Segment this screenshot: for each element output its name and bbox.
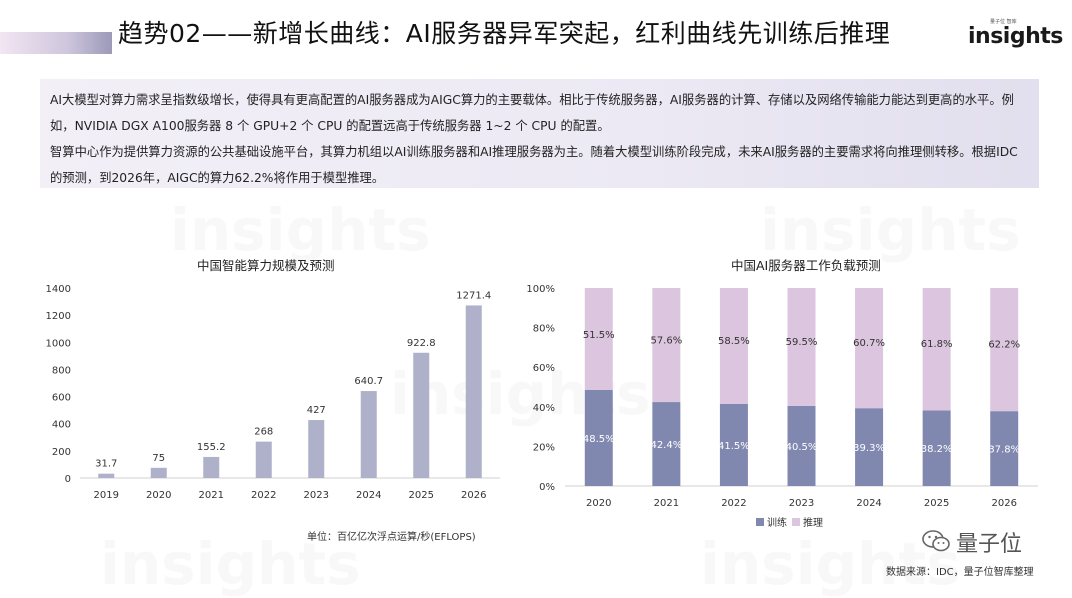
y-tick-label: 800 bbox=[52, 365, 71, 376]
y-tick-label: 200 bbox=[52, 447, 71, 458]
x-tick-label: 2020 bbox=[146, 490, 171, 501]
bar-training-2020 bbox=[584, 389, 613, 486]
bar-inference-2025 bbox=[922, 288, 951, 411]
legend-swatch-inference bbox=[792, 518, 800, 526]
bar-training-2022 bbox=[719, 403, 748, 486]
bar-training-2024 bbox=[855, 408, 884, 486]
legend-swatch-training bbox=[756, 518, 764, 526]
data-label: 75 bbox=[152, 453, 165, 464]
watermark-2: insights bbox=[760, 196, 1021, 264]
page-title: 趋势02——新增长曲线：AI服务器异军突起，红利曲线先训练后推理 bbox=[118, 19, 891, 48]
data-label: 268 bbox=[254, 427, 273, 438]
title-decoration-bar bbox=[0, 32, 112, 54]
inference-label: 59.5% bbox=[786, 337, 818, 348]
workload-stacked-bar-chart: 0% 20% 40% 60% 80% 100% 48.5% 51.5% 2020 42.4% 57.… bbox=[526, 284, 1038, 529]
data-label: 31.7 bbox=[95, 459, 117, 470]
y-tick-label: 60% bbox=[533, 363, 555, 374]
training-label: 38.2% bbox=[921, 444, 953, 455]
y-tick-label: 80% bbox=[533, 324, 555, 335]
x-tick-label: 2025 bbox=[409, 490, 434, 501]
x-tick-label: 2024 bbox=[856, 498, 881, 509]
x-tick-label: 2024 bbox=[356, 490, 381, 501]
compute-scale-bar-chart: 0 200 400 600 800 1000 1200 1400 31.7 2019 75 2020 1… bbox=[46, 284, 500, 501]
y-tick-label: 0% bbox=[539, 482, 555, 493]
y-tick-label: 400 bbox=[52, 420, 71, 431]
x-tick-label: 2021 bbox=[654, 498, 679, 509]
bar-inference-2022 bbox=[719, 288, 748, 404]
x-tick-label: 2026 bbox=[461, 490, 486, 501]
training-label: 37.8% bbox=[988, 445, 1020, 456]
data-label: 155.2 bbox=[197, 442, 226, 453]
bar-training-2026 bbox=[990, 411, 1019, 486]
y-tick-label: 0 bbox=[65, 474, 71, 485]
summary-paragraph-1: AI大模型对算力需求呈指数级增长，使得具有更高配置的AI服务器成为AIGC算力的… bbox=[50, 93, 1014, 133]
watermark-1: insights bbox=[170, 196, 431, 264]
bar-2026 bbox=[465, 305, 482, 478]
data-label: 427 bbox=[307, 405, 326, 416]
wechat-badge: 量子位 bbox=[922, 526, 1042, 557]
inference-label: 61.8% bbox=[921, 339, 953, 350]
legend-label-training: 训练 bbox=[767, 516, 787, 529]
data-label: 1271.4 bbox=[456, 290, 491, 301]
x-tick-label: 2022 bbox=[721, 498, 746, 509]
x-tick-label: 2021 bbox=[199, 490, 224, 501]
source-note: 数据来源：IDC，量子位智库整理 bbox=[886, 567, 1034, 578]
bar-2025 bbox=[413, 352, 430, 478]
wechat-account-name: 量子位 bbox=[956, 532, 1023, 557]
x-tick-label: 2026 bbox=[991, 498, 1016, 509]
bar-2023 bbox=[308, 420, 325, 478]
y-tick-label: 40% bbox=[533, 403, 555, 414]
summary-box: AI大模型对算力需求呈指数级增长，使得具有更高配置的AI服务器成为AIGC算力的… bbox=[40, 79, 1039, 188]
x-tick-label: 2023 bbox=[789, 498, 814, 509]
summary-paragraph-2: 智算中心作为提供算力资源的公共基础设施平台，其算力机组以AI训练服务器和AI推理… bbox=[50, 145, 1018, 185]
y-tick-label: 600 bbox=[52, 393, 71, 404]
wechat-icon bbox=[922, 530, 950, 552]
bar-training-2021 bbox=[652, 402, 681, 486]
training-label: 39.3% bbox=[853, 443, 885, 454]
y-tick-label: 100% bbox=[526, 284, 555, 295]
inference-label: 62.2% bbox=[988, 339, 1020, 350]
inference-label: 51.5% bbox=[583, 330, 615, 341]
legend-label-inference: 推理 bbox=[803, 516, 823, 529]
brand-logo: 量子位 智库 insights bbox=[968, 18, 1063, 52]
bar-2020 bbox=[150, 467, 167, 478]
bar-inference-2026 bbox=[990, 288, 1019, 412]
bar-inference-2024 bbox=[855, 288, 884, 409]
training-label: 40.5% bbox=[786, 442, 818, 453]
bar-inference-2020 bbox=[584, 288, 613, 390]
training-label: 41.5% bbox=[718, 441, 750, 452]
y-tick-label: 1200 bbox=[46, 311, 71, 322]
bar-2024 bbox=[360, 391, 377, 478]
y-tick-label: 1000 bbox=[46, 338, 71, 349]
y-tick-label: 20% bbox=[533, 442, 555, 453]
bar-inference-2021 bbox=[652, 288, 681, 403]
x-tick-label: 2025 bbox=[924, 498, 949, 509]
bar-training-2025 bbox=[922, 410, 951, 486]
bar-inference-2023 bbox=[787, 288, 816, 406]
bar-2019 bbox=[98, 473, 115, 478]
x-tick-label: 2019 bbox=[94, 490, 119, 501]
unit-note: 单位：百亿亿次浮点运算/秒(EFLOPS) bbox=[307, 532, 476, 543]
x-tick-label: 2020 bbox=[586, 498, 611, 509]
bar-2022 bbox=[255, 441, 272, 478]
training-label: 42.4% bbox=[650, 440, 682, 451]
bar-2021 bbox=[203, 456, 220, 478]
inference-label: 57.6% bbox=[650, 335, 682, 346]
left-chart-title: 中国智能算力规模及预测 bbox=[197, 258, 335, 273]
right-chart-title: 中国AI服务器工作负载预测 bbox=[731, 258, 881, 273]
x-tick-label: 2023 bbox=[304, 490, 329, 501]
bar-training-2023 bbox=[787, 405, 816, 486]
inference-label: 58.5% bbox=[718, 336, 750, 347]
y-tick-label: 1400 bbox=[46, 284, 71, 295]
x-tick-label: 2022 bbox=[251, 490, 276, 501]
inference-label: 60.7% bbox=[853, 338, 885, 349]
logo-wordmark: insights bbox=[968, 24, 1063, 49]
data-label: 922.8 bbox=[407, 338, 436, 349]
logo-subtitle: 量子位 智库 bbox=[990, 19, 1017, 25]
data-label: 640.7 bbox=[354, 376, 383, 387]
training-label: 48.5% bbox=[583, 434, 615, 445]
